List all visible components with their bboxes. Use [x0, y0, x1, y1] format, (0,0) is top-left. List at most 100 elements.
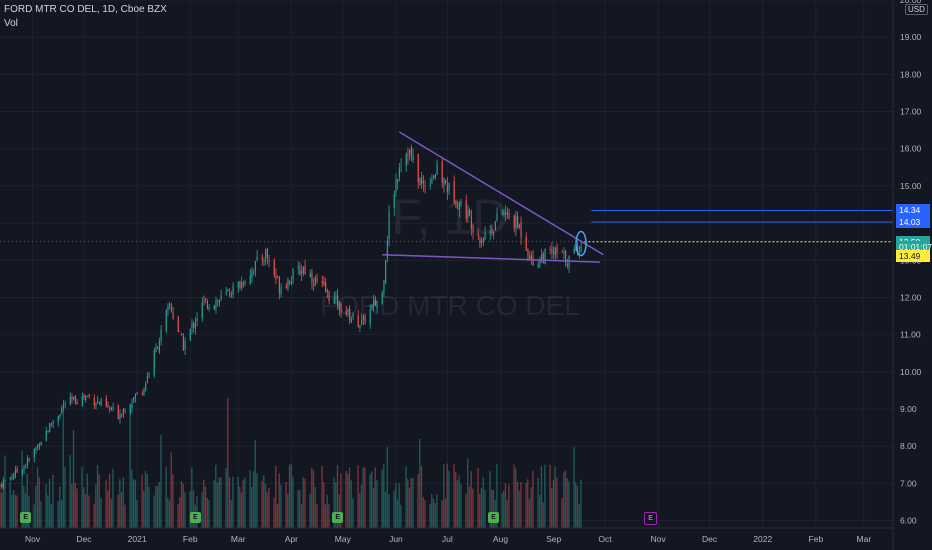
earnings-icon[interactable]: E	[644, 512, 658, 525]
candle-body	[122, 408, 124, 416]
price-tick-label: 17.00	[900, 107, 922, 117]
volume-bar	[203, 479, 205, 528]
volume-bar	[0, 492, 3, 528]
candle-body	[549, 249, 551, 251]
volume-bar	[275, 465, 277, 528]
volume-bar	[563, 472, 565, 528]
price-tick-label: 18.00	[900, 69, 922, 79]
candle-body	[520, 221, 522, 238]
candle-body	[74, 395, 76, 404]
volume-bar	[4, 455, 6, 528]
candle-body	[352, 312, 354, 318]
volume-bar	[33, 504, 35, 528]
earnings-icon[interactable]: E	[20, 512, 32, 523]
volume-bar	[432, 498, 435, 528]
grid	[0, 0, 893, 528]
candle-body	[112, 407, 114, 410]
price-tag[interactable]: 14.34	[896, 204, 930, 217]
time-tick-label: Nov	[25, 534, 41, 544]
candle-body	[220, 295, 222, 299]
volume-bar	[530, 487, 532, 528]
candle-body	[268, 260, 270, 262]
volume-bar	[71, 483, 73, 528]
price-tick-label: 8.00	[900, 441, 917, 451]
volume-bar	[136, 499, 138, 528]
volume-bar	[45, 484, 47, 528]
candle-body	[93, 398, 95, 405]
candle-body	[477, 233, 479, 236]
volume-bar	[237, 476, 239, 528]
earnings-icon[interactable]: E	[332, 512, 344, 523]
volume-bar	[218, 477, 220, 528]
earnings-icon[interactable]: E	[488, 512, 500, 523]
price-tick-label: 9.00	[900, 404, 917, 414]
volume-bar	[479, 493, 481, 528]
volume-bar	[252, 471, 255, 528]
volume-bar	[388, 494, 390, 528]
candle-body	[1, 484, 3, 488]
price-tag[interactable]: 13.49	[896, 249, 930, 262]
volume-bar	[398, 483, 400, 528]
volume-bar	[50, 504, 52, 528]
price-tag[interactable]: 14.03	[896, 215, 930, 228]
candle-body	[133, 397, 135, 402]
volume-bar	[316, 504, 318, 528]
volume-bar	[98, 474, 100, 528]
candle-body	[59, 414, 61, 417]
price-axis[interactable]: 6.007.008.009.0010.0011.0012.0013.0014.0…	[892, 0, 922, 550]
candle-body	[304, 266, 306, 275]
volume-bar	[492, 489, 495, 528]
volume-bar	[59, 486, 61, 528]
candle-body	[506, 212, 508, 216]
candle-body	[160, 329, 162, 341]
time-axis[interactable]: Nov Dec 2021 Feb Mar Apr May Jun Jul Aug Sep Oct Nov…	[0, 527, 893, 544]
candle-body	[313, 284, 315, 286]
candle-body	[275, 275, 277, 280]
candle-body	[170, 306, 172, 312]
candle-body	[177, 316, 179, 332]
candle-body	[280, 287, 282, 294]
candle-body	[179, 330, 181, 332]
currency-badge[interactable]: USD	[905, 4, 928, 15]
volume-bar	[393, 491, 395, 528]
volume-bar	[167, 497, 169, 528]
candle-body	[373, 300, 375, 307]
volume-bar	[542, 502, 544, 528]
volume-bar	[107, 490, 109, 528]
volume-bar	[232, 476, 234, 528]
earnings-icon[interactable]: E	[189, 512, 201, 523]
volume-bar	[215, 464, 217, 528]
volume-bar	[568, 481, 570, 528]
candle-body	[496, 213, 498, 221]
candle-body	[517, 216, 519, 228]
candle-body	[227, 289, 229, 291]
chart-title[interactable]: FORD MTR CO DEL, 1D, Cboe BZX	[4, 4, 167, 15]
candle-body	[0, 485, 1, 486]
candle-body	[410, 146, 412, 158]
volume-bar	[335, 482, 337, 528]
volume-bar	[304, 478, 306, 528]
candle-body	[88, 394, 90, 397]
candle-body	[551, 248, 553, 252]
candle-body	[491, 228, 493, 234]
candle-body	[311, 272, 313, 283]
candle-body	[333, 297, 335, 304]
volume-bar	[350, 480, 352, 528]
candle-body	[69, 396, 71, 404]
candle-body	[481, 240, 483, 243]
volume-bar	[35, 485, 37, 528]
volume-label[interactable]: Vol	[4, 18, 18, 29]
volume-bar	[528, 499, 531, 528]
candle-body	[314, 276, 316, 286]
volume-bar	[326, 494, 328, 528]
time-tick-label: Aug	[493, 534, 508, 544]
candle-body	[388, 211, 390, 239]
volume-bar	[158, 481, 160, 528]
volume-bar	[192, 490, 195, 528]
candle-body	[251, 270, 253, 279]
volume-bar	[455, 472, 457, 528]
candle-body	[129, 405, 131, 413]
drawings[interactable]	[0, 131, 893, 263]
volume-bar	[429, 503, 431, 528]
